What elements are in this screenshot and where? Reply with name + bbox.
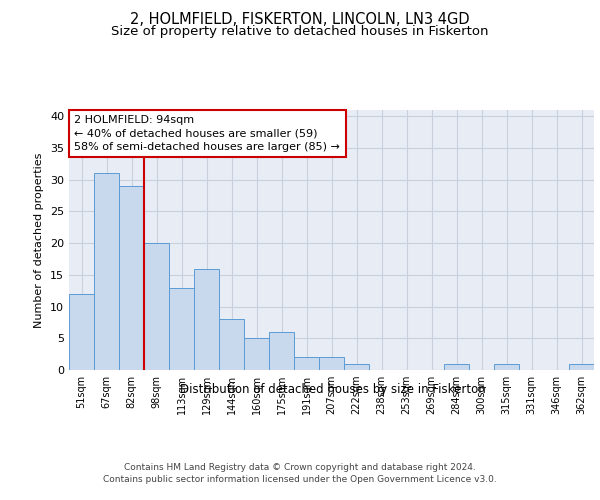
Bar xyxy=(294,358,319,370)
Text: 2, HOLMFIELD, FISKERTON, LINCOLN, LN3 4GD: 2, HOLMFIELD, FISKERTON, LINCOLN, LN3 4G… xyxy=(130,12,470,28)
Bar xyxy=(194,268,219,370)
Bar xyxy=(269,332,294,370)
Bar xyxy=(569,364,594,370)
Text: Contains HM Land Registry data © Crown copyright and database right 2024.: Contains HM Land Registry data © Crown c… xyxy=(124,462,476,471)
Text: Contains public sector information licensed under the Open Government Licence v3: Contains public sector information licen… xyxy=(103,475,497,484)
Bar xyxy=(94,174,119,370)
Bar xyxy=(494,364,519,370)
Text: 2 HOLMFIELD: 94sqm
← 40% of detached houses are smaller (59)
58% of semi-detache: 2 HOLMFIELD: 94sqm ← 40% of detached hou… xyxy=(74,115,340,152)
Bar xyxy=(169,288,194,370)
Bar xyxy=(244,338,269,370)
Text: Distribution of detached houses by size in Fiskerton: Distribution of detached houses by size … xyxy=(180,382,486,396)
Y-axis label: Number of detached properties: Number of detached properties xyxy=(34,152,44,328)
Bar xyxy=(344,364,369,370)
Bar xyxy=(444,364,469,370)
Bar xyxy=(219,320,244,370)
Bar xyxy=(69,294,94,370)
Bar xyxy=(119,186,144,370)
Bar xyxy=(144,243,169,370)
Text: Size of property relative to detached houses in Fiskerton: Size of property relative to detached ho… xyxy=(111,25,489,38)
Bar xyxy=(319,358,344,370)
